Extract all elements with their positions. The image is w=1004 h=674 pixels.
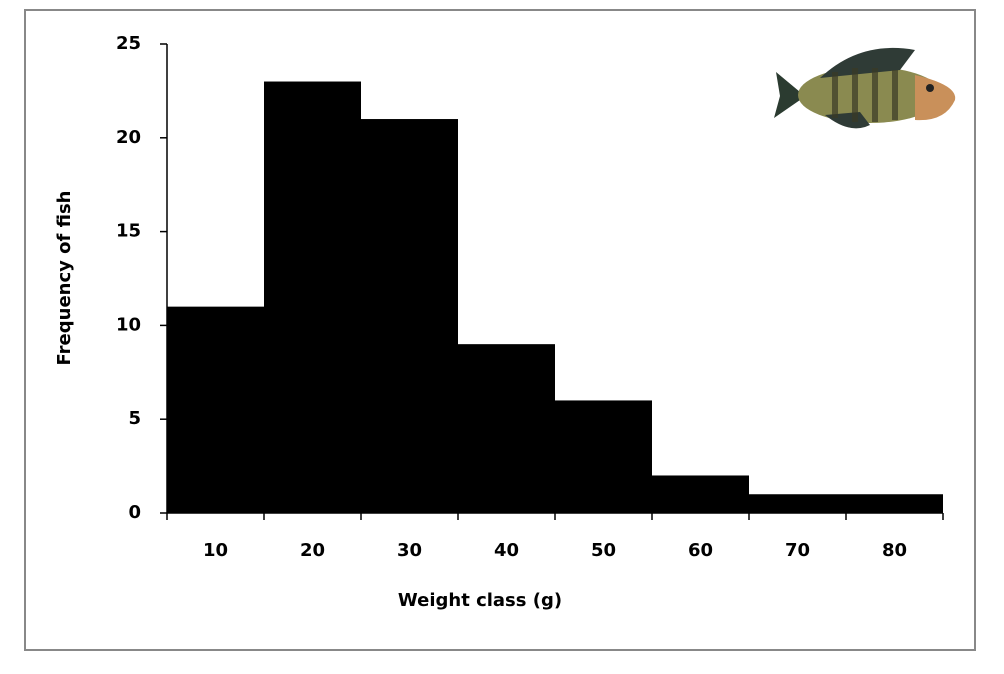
- x-axis-title: Weight class (g): [398, 590, 562, 611]
- y-tick-label: 25: [116, 33, 141, 54]
- y-tick-label: 0: [128, 502, 141, 523]
- y-tick-label: 20: [116, 127, 141, 148]
- bar: [652, 475, 749, 513]
- x-tick-label: 40: [494, 540, 519, 561]
- bar: [458, 344, 555, 513]
- x-tick-label: 10: [203, 540, 228, 561]
- y-tick-label: 15: [116, 221, 141, 242]
- y-tick-label: 10: [116, 314, 141, 335]
- bar: [555, 400, 652, 513]
- bar: [361, 119, 458, 513]
- bar: [846, 494, 943, 513]
- bar: [264, 81, 361, 514]
- x-tick-label: 70: [785, 540, 810, 561]
- x-tick-label: 30: [397, 540, 422, 561]
- bar: [167, 306, 264, 513]
- y-axis-title: Frequency of fish: [54, 191, 75, 366]
- x-tick-label: 20: [300, 540, 325, 561]
- x-tick-label: 80: [882, 540, 907, 561]
- fish-picture: [774, 47, 956, 129]
- y-tick-label: 5: [128, 408, 141, 429]
- bar: [749, 494, 846, 513]
- x-tick-label: 50: [591, 540, 616, 561]
- x-tick-label: 60: [688, 540, 713, 561]
